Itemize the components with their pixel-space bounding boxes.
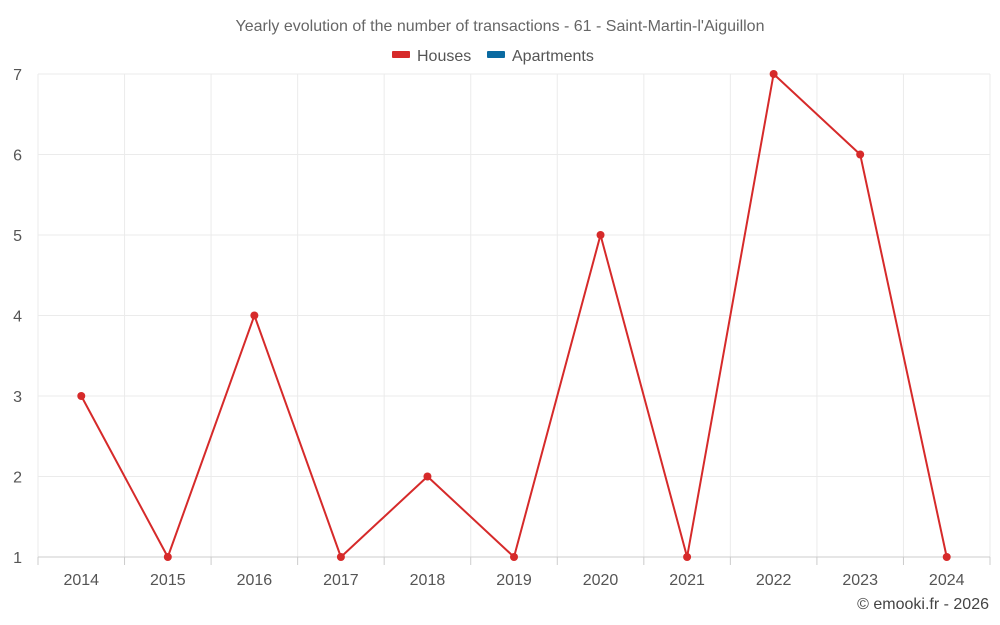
data-point-houses[interactable] — [856, 150, 865, 159]
grid — [37, 73, 991, 557]
data-point-houses[interactable] — [77, 392, 86, 400]
data-point-houses[interactable] — [683, 553, 692, 561]
x-axis: 2014 2015 2016 2017 2018 2019 2020 2021 2022 2023… — [37, 556, 991, 589]
data-point-houses[interactable] — [423, 472, 432, 481]
y-tick-label: 7 — [13, 67, 22, 84]
y-tick-label: 3 — [13, 389, 22, 406]
legend-item-apartments[interactable]: Apartments — [487, 48, 594, 65]
x-tick-label: 2018 — [410, 572, 446, 589]
x-tick-label: 2014 — [63, 572, 99, 589]
x-tick-label: 2016 — [237, 572, 273, 589]
x-tick-label: 2021 — [669, 572, 705, 589]
data-point-houses[interactable] — [769, 70, 778, 78]
y-tick-label: 5 — [13, 228, 22, 245]
data-point-houses[interactable] — [942, 553, 951, 561]
legend-label-houses: Houses — [417, 48, 471, 65]
credit-text: © emooki.fr - 2026 — [857, 596, 989, 613]
data-point-houses[interactable] — [250, 311, 259, 320]
x-tick-label: 2023 — [842, 572, 878, 589]
legend-swatch-apartments — [487, 51, 505, 58]
data-point-houses[interactable] — [336, 553, 345, 561]
legend: Houses Apartments — [392, 48, 594, 65]
x-tick-label: 2015 — [150, 572, 186, 589]
legend-swatch-houses — [392, 51, 410, 58]
legend-label-apartments: Apartments — [512, 48, 594, 65]
x-tick-label: 2020 — [583, 572, 619, 589]
legend-item-houses[interactable]: Houses — [392, 48, 471, 65]
series-layer — [77, 70, 951, 561]
y-tick-label: 6 — [13, 148, 22, 165]
data-point-houses[interactable] — [163, 553, 172, 561]
x-tick-label: 2022 — [756, 572, 792, 589]
y-tick-label: 4 — [13, 309, 22, 326]
x-tick-label: 2019 — [496, 572, 532, 589]
y-tick-label: 2 — [13, 470, 22, 487]
x-tick-label: 2017 — [323, 572, 359, 589]
y-axis: 1 2 3 4 5 6 7 — [13, 67, 22, 567]
data-point-houses[interactable] — [510, 553, 518, 561]
y-tick-label: 1 — [13, 550, 22, 567]
data-point-houses[interactable] — [596, 231, 605, 239]
x-tick-label: 2024 — [929, 572, 965, 589]
chart-title: Yearly evolution of the number of transa… — [236, 18, 765, 35]
